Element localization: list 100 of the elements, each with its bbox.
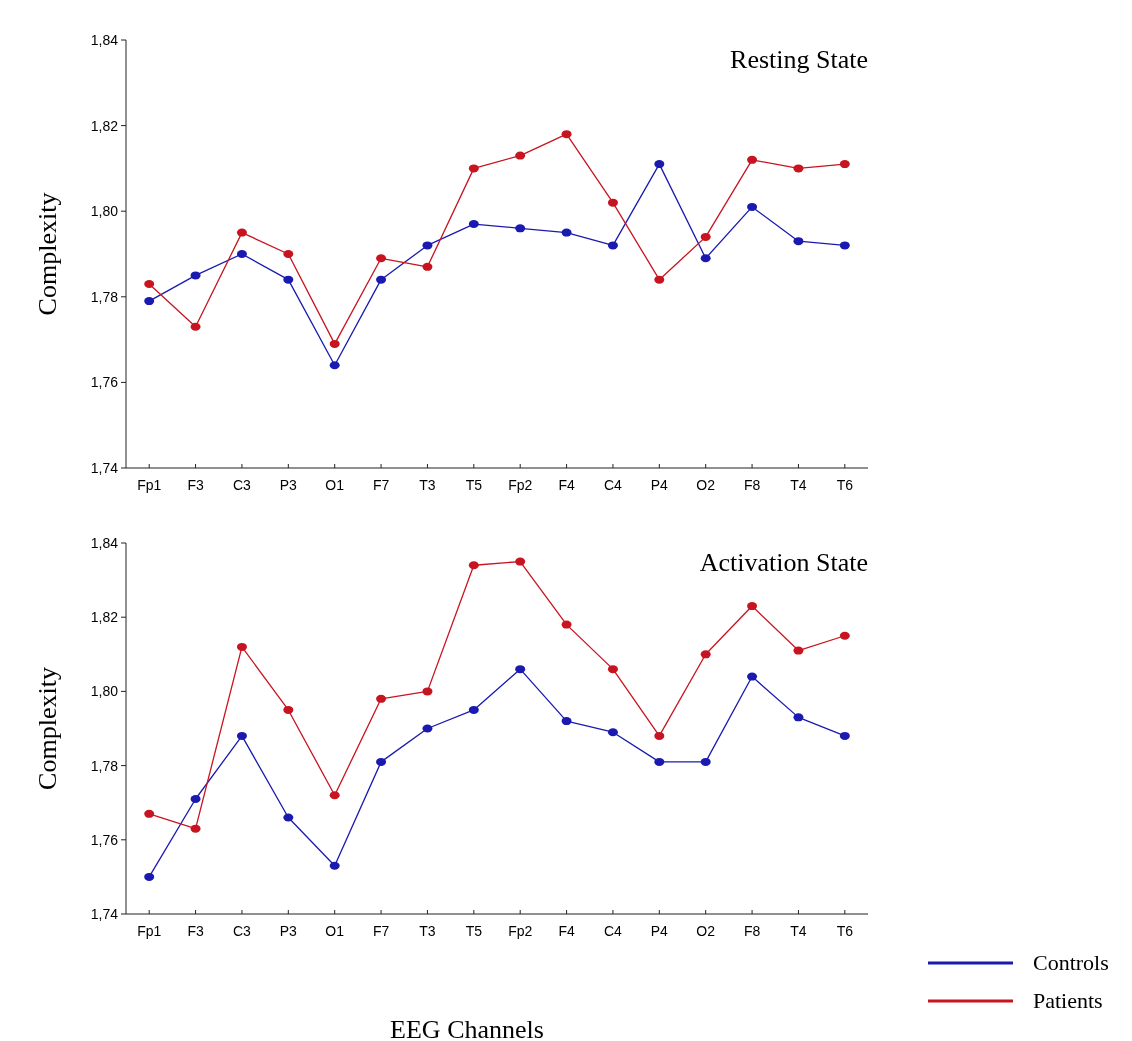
point	[144, 809, 155, 818]
point	[607, 198, 618, 207]
x-tick-label: C3	[232, 923, 252, 939]
point	[468, 220, 479, 229]
point	[839, 160, 850, 169]
point	[654, 275, 665, 284]
legend-label: Controls	[1033, 949, 1109, 975]
x-tick-label: T3	[419, 923, 436, 939]
point	[793, 713, 804, 722]
point	[607, 728, 618, 737]
point	[561, 717, 572, 726]
y-tick-label: 1,82	[90, 609, 119, 626]
point	[793, 646, 804, 655]
point	[144, 872, 155, 881]
point	[839, 731, 850, 740]
point	[376, 694, 387, 703]
x-tick-label: F7	[372, 477, 390, 493]
x-tick-label: F7	[372, 923, 390, 939]
point	[793, 164, 804, 173]
x-tick-label: F3	[187, 923, 204, 939]
point	[329, 861, 340, 870]
point	[607, 241, 618, 250]
x-tick-label: Fp2	[508, 477, 533, 493]
x-tick-label: F4	[558, 923, 575, 939]
x-tick-label: T6	[836, 923, 854, 939]
point	[747, 602, 758, 611]
point	[561, 130, 572, 139]
x-tick-label: P3	[279, 477, 298, 493]
point	[839, 631, 850, 640]
point	[700, 254, 711, 263]
x-tick-label: P4	[650, 923, 669, 939]
chart-title: Activation State	[699, 548, 868, 577]
point	[422, 262, 433, 271]
x-tick-label: O1	[325, 923, 345, 939]
point	[515, 224, 526, 233]
x-tick-label: T4	[790, 477, 807, 493]
x-tick-label: T3	[419, 477, 436, 493]
x-axis-title: EEG Channels	[390, 1015, 544, 1041]
y-tick-label: 1,84	[90, 31, 119, 48]
point	[422, 724, 433, 733]
point	[376, 757, 387, 766]
x-tick-label: C4	[603, 923, 623, 939]
point	[654, 731, 665, 740]
y-axis-title: Complexity	[33, 192, 62, 316]
point	[468, 561, 479, 570]
point	[654, 757, 665, 766]
x-tick-label: T5	[465, 477, 483, 493]
x-tick-label: P4	[650, 477, 669, 493]
x-tick-label: Fp2	[508, 923, 533, 939]
legend-label: Patients	[1033, 987, 1103, 1013]
chart-title: Resting State	[730, 45, 868, 74]
point	[283, 813, 294, 822]
point	[236, 642, 247, 651]
point	[654, 160, 665, 169]
point	[747, 155, 758, 164]
y-tick-label: 1,84	[90, 534, 119, 551]
x-tick-label: T4	[790, 923, 807, 939]
point	[839, 241, 850, 250]
point	[700, 757, 711, 766]
point	[700, 650, 711, 659]
x-tick-label: T5	[465, 923, 483, 939]
point	[515, 665, 526, 674]
point	[283, 275, 294, 284]
point	[700, 232, 711, 241]
y-tick-label: 1,82	[90, 117, 119, 134]
x-tick-label: F8	[743, 923, 761, 939]
point	[422, 687, 433, 696]
y-tick-label: 1,80	[90, 683, 119, 700]
point	[329, 339, 340, 348]
x-tick-label: Fp1	[137, 477, 162, 493]
point	[190, 271, 201, 280]
point	[515, 557, 526, 566]
point	[283, 250, 294, 258]
point	[747, 202, 758, 211]
x-tick-label: F8	[743, 477, 761, 493]
point	[236, 228, 247, 237]
point	[793, 237, 804, 246]
x-tick-label: O2	[696, 477, 716, 493]
point	[144, 297, 155, 306]
x-tick-label: C4	[603, 477, 623, 493]
y-tick-label: 1,78	[90, 757, 119, 774]
point	[144, 279, 155, 288]
x-tick-label: Fp1	[137, 923, 162, 939]
point	[236, 731, 247, 740]
point	[561, 620, 572, 629]
point	[515, 151, 526, 160]
x-tick-label: F4	[558, 477, 575, 493]
point	[747, 672, 758, 681]
point	[376, 254, 387, 263]
y-tick-label: 1,76	[90, 374, 119, 391]
point	[561, 228, 572, 237]
point	[329, 361, 340, 370]
x-tick-label: F3	[187, 477, 204, 493]
y-tick-label: 1,80	[90, 203, 119, 220]
point	[190, 794, 201, 803]
point	[236, 250, 247, 258]
x-tick-label: P3	[279, 923, 298, 939]
point	[190, 322, 201, 331]
y-axis-title: Complexity	[33, 667, 62, 790]
x-tick-label: O2	[696, 923, 716, 939]
